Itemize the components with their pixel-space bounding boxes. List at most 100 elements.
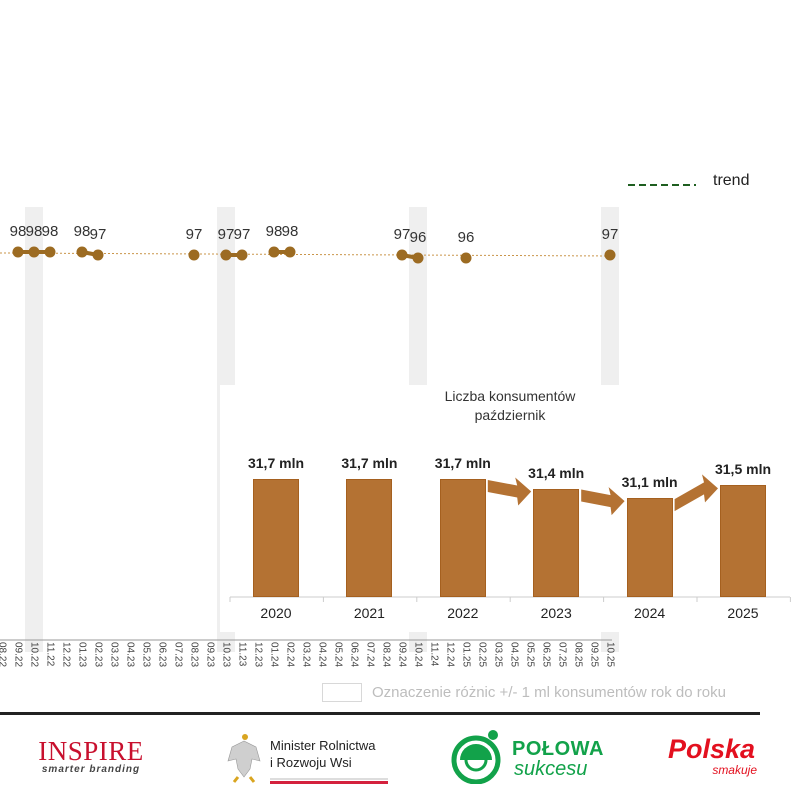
data-point — [268, 246, 280, 258]
polowa-line-1: POŁOWA — [512, 738, 604, 760]
data-label: 98 — [41, 223, 59, 240]
bar — [346, 478, 393, 597]
x-tick-label: 04.23 — [124, 642, 136, 668]
bar — [720, 485, 766, 597]
bar — [533, 488, 580, 597]
data-label: 98 — [281, 223, 299, 240]
change-arrow-icon — [581, 487, 625, 516]
x-tick-label: 01.24 — [268, 642, 280, 668]
x-tick-label: 10.22 — [28, 642, 40, 668]
data-point — [236, 249, 248, 261]
x-tick-label: 12.22 — [60, 642, 72, 668]
data-point — [284, 246, 296, 258]
change-arrow-icon — [487, 477, 532, 506]
data-label: 97 — [217, 226, 235, 243]
x-tick-label: 05.24 — [332, 642, 344, 668]
x-tick-label: 01.25 — [460, 642, 472, 668]
x-tick-label: 08.24 — [380, 642, 392, 668]
data-point — [92, 249, 104, 261]
data-point — [76, 246, 88, 258]
bar — [439, 478, 486, 597]
trend-dash-icon — [628, 184, 696, 186]
x-tick-label: 06.24 — [348, 642, 360, 668]
x-tick-label: 09.24 — [396, 642, 408, 668]
ministry-logo: Minister Rolnictwa i Rozwoju Wsi — [224, 733, 389, 784]
data-point — [12, 246, 24, 258]
x-tick-label: 04.24 — [316, 642, 328, 668]
bar-chart-title: Liczba konsumentów październik — [220, 387, 800, 425]
x-tick-label: 07.24 — [364, 642, 376, 668]
bar-category-label: 2021 — [353, 605, 385, 621]
footer-divider — [0, 712, 760, 715]
bar-title-line-1: Liczba konsumentów — [444, 388, 576, 404]
bar-category-label: 2025 — [727, 605, 759, 621]
x-tick-label: 09.22 — [12, 642, 24, 668]
data-label: 98 — [265, 223, 283, 240]
bar-category-label: 2023 — [540, 605, 572, 621]
bar-chart: Liczba konsumentów październik 31,7 mln 2… — [220, 385, 800, 632]
highlight-band — [25, 207, 43, 652]
inspire-logo: INSPIRE smarter branding — [36, 736, 146, 776]
polska-line-1: Polska — [668, 734, 756, 764]
x-tick-label: 02.23 — [92, 642, 104, 668]
data-point — [28, 246, 40, 258]
x-tick-label: 03.25 — [492, 642, 504, 668]
data-point — [220, 249, 232, 261]
data-point — [604, 249, 616, 261]
data-label: 98 — [9, 223, 27, 240]
x-tick-label: 06.23 — [156, 642, 168, 668]
data-label: 96 — [457, 229, 475, 246]
difference-legend-label: Oznaczenie różnic +/- 1 ml konsumentów r… — [372, 684, 726, 701]
inspire-logo-tagline: smarter branding — [41, 764, 141, 775]
polowa-line-2: sukcesu — [514, 758, 588, 780]
bar-value-label: 31,1 mln — [621, 474, 678, 491]
x-tick-label: 06.25 — [540, 642, 552, 668]
x-tick-label: 09.23 — [204, 642, 216, 668]
bar — [253, 478, 299, 597]
polowa-emblem-icon — [451, 730, 501, 784]
bar-category-label: 2022 — [447, 605, 479, 621]
x-tick-label: 10.23 — [220, 642, 232, 668]
bar-value-label: 31,5 mln — [714, 461, 772, 478]
data-label: 96 — [409, 229, 427, 246]
x-tick-label: 05.23 — [140, 642, 152, 668]
polska-smakuje-logo: Polska smakuje — [668, 735, 763, 777]
x-tick-label: 11.22 — [44, 642, 56, 667]
x-tick-label: 08.22 — [0, 642, 8, 668]
bar-value-label: 31,7 mln — [247, 454, 305, 471]
polowa-sukcesu-logo: POŁOWA sukcesu — [448, 728, 613, 784]
data-label: 97 — [89, 226, 107, 243]
trend-label: trend — [713, 172, 750, 189]
x-tick-label: 12.23 — [252, 642, 264, 668]
x-tick-label: 07.25 — [556, 642, 568, 668]
bar — [626, 498, 673, 597]
x-tick-label: 10.24 — [412, 642, 424, 668]
difference-swatch — [322, 683, 362, 702]
polska-line-2: smakuje — [712, 763, 757, 777]
x-tick-label: 03.23 — [108, 642, 120, 668]
x-tick-label: 10.25 — [604, 642, 616, 668]
data-point — [412, 252, 424, 264]
data-point — [460, 252, 472, 264]
x-tick-label: 05.25 — [524, 642, 536, 668]
bar-title-line-2: październik — [474, 407, 546, 423]
x-tick-label: 04.25 — [508, 642, 520, 668]
x-tick-label: 12.24 — [444, 642, 456, 668]
x-tick-label: 08.23 — [188, 642, 200, 668]
x-tick-label: 02.24 — [284, 642, 296, 668]
x-tick-label: 01.23 — [76, 642, 88, 668]
x-tick-label: 08.25 — [572, 642, 584, 668]
data-label: 97 — [233, 226, 251, 243]
x-tick-label: 02.25 — [476, 642, 488, 668]
data-label: 97 — [393, 226, 411, 243]
change-arrow-icon — [674, 474, 718, 512]
bar-value-label: 31,4 mln — [528, 464, 585, 481]
difference-legend: Oznaczenie różnic +/- 1 ml konsumentów r… — [322, 683, 726, 702]
bar-category-label: 2020 — [260, 605, 292, 621]
x-tick-label: 11.23 — [236, 642, 248, 667]
line-chart — [0, 246, 616, 641]
ministry-line-1: Minister Rolnictwa — [270, 738, 376, 753]
inspire-logo-name: INSPIRE — [38, 736, 144, 766]
x-tick-label: 09.25 — [588, 642, 600, 668]
x-tick-label: 07.23 — [172, 642, 184, 668]
